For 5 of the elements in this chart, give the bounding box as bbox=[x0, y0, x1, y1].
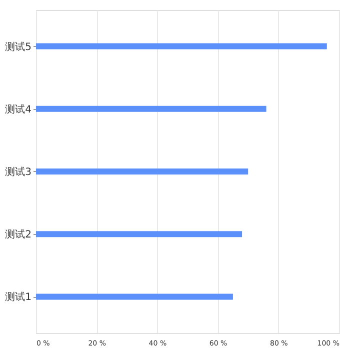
y-tick-label: 测试1 bbox=[5, 291, 32, 304]
y-tick-label: 测试2 bbox=[5, 228, 32, 241]
y-tick-label: 测试5 bbox=[5, 40, 32, 53]
y-tick-label: 测试4 bbox=[5, 103, 32, 116]
y-tick-label: 测试3 bbox=[5, 166, 32, 178]
